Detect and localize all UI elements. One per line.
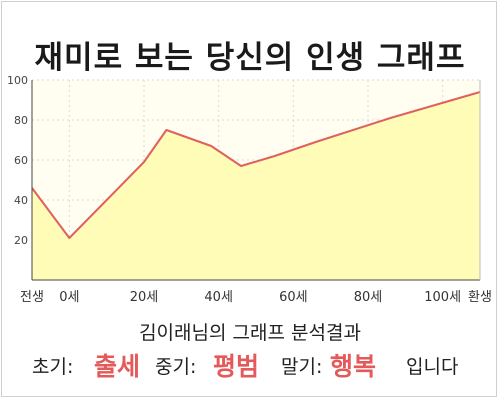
chart-axes: [31, 80, 481, 281]
late-label: 말기:: [281, 356, 323, 378]
x-tick-label: 80세: [354, 290, 383, 305]
x-tick-label: 0세: [59, 290, 79, 305]
y-tick-label: 20: [14, 234, 28, 247]
x-tick-label: 환생: [468, 290, 492, 305]
series-line: [31, 91, 481, 239]
x-tick-label: 100세: [424, 290, 461, 305]
series-area: [31, 91, 481, 280]
analysis-result-line: 초기: 출세 중기: 평범 말기: 행복 입니다: [0, 346, 500, 382]
y-tick-label: 100: [7, 74, 28, 87]
y-tick-label: 40: [14, 194, 28, 207]
x-tick-label: 60세: [279, 290, 308, 305]
mid-label: 중기:: [155, 356, 197, 378]
analysis-summary: 김이래님의 그래프 분석결과: [139, 322, 361, 344]
chart-title: 재미로 보는 당신의 인생 그래프: [34, 40, 466, 76]
y-tick-label: 80: [14, 114, 28, 127]
early-label: 초기:: [32, 356, 74, 378]
early-value: 출세: [94, 352, 141, 381]
ending-text: 입니다: [406, 356, 459, 378]
x-tick-label: 20세: [130, 290, 159, 305]
mid-value: 평범: [213, 352, 260, 381]
y-tick-label: 60: [14, 154, 28, 167]
late-value: 행복: [330, 352, 377, 381]
x-tick-label: 전생: [20, 290, 44, 305]
y-tick-labels: 20 40 60 80 100: [7, 74, 28, 247]
x-tick-label: 40세: [204, 290, 233, 305]
x-tick-labels: 전생 0세 20세 40세 60세 80세 100세 환생: [20, 290, 492, 305]
area-fill: [32, 92, 480, 280]
